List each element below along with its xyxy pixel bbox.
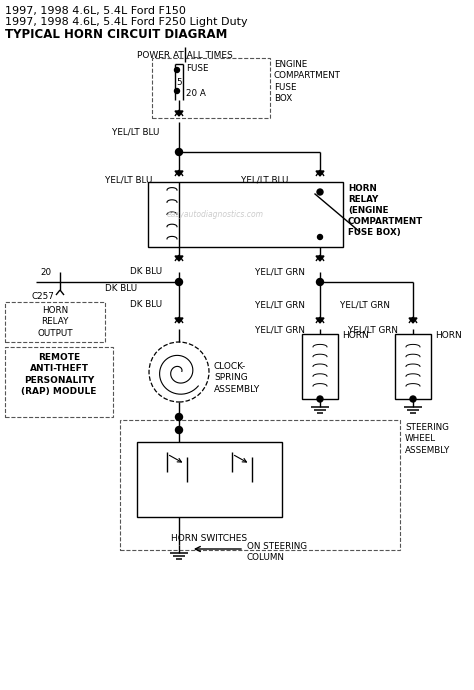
Text: DK BLU: DK BLU [130, 300, 162, 309]
Polygon shape [316, 256, 324, 261]
Circle shape [318, 235, 322, 239]
Bar [395, 334, 431, 399]
Text: FUSE: FUSE [186, 64, 209, 73]
Text: YEL/LT GRN: YEL/LT GRN [348, 325, 398, 334]
Polygon shape [175, 111, 183, 116]
Text: easyautodiagnostics.com: easyautodiagnostics.com [166, 210, 264, 219]
Text: 20: 20 [40, 268, 51, 277]
Circle shape [317, 279, 323, 286]
Text: STEERING
WHEEL
ASSEMBLY: STEERING WHEEL ASSEMBLY [405, 423, 450, 455]
Bar [5, 302, 105, 342]
Polygon shape [316, 318, 324, 323]
Polygon shape [175, 171, 183, 176]
Bar [152, 58, 270, 118]
Text: 1997, 1998 4.6L, 5.4L Ford F250 Light Duty: 1997, 1998 4.6L, 5.4L Ford F250 Light Du… [5, 17, 247, 27]
Bar [302, 334, 338, 399]
Text: HORN: HORN [342, 331, 369, 340]
Polygon shape [316, 171, 324, 176]
Text: YEL/LT GRN: YEL/LT GRN [255, 300, 305, 309]
Text: HORN: HORN [435, 331, 462, 340]
Text: 20 A: 20 A [186, 89, 206, 98]
Text: ON STEERING
COLUMN: ON STEERING COLUMN [247, 542, 307, 562]
Circle shape [174, 68, 180, 72]
Polygon shape [409, 318, 417, 323]
Text: DK BLU: DK BLU [105, 284, 137, 293]
Text: HORN
RELAY
OUTPUT: HORN RELAY OUTPUT [37, 306, 73, 338]
Circle shape [410, 396, 416, 402]
Text: YEL/LT GRN: YEL/LT GRN [340, 300, 390, 309]
Polygon shape [175, 256, 183, 261]
Text: CLOCK-
SPRING
ASSEMBLY: CLOCK- SPRING ASSEMBLY [214, 362, 260, 394]
Bar [120, 420, 400, 550]
Circle shape [317, 189, 323, 195]
Circle shape [175, 426, 182, 433]
Circle shape [175, 148, 182, 155]
Text: HORN SWITCHES: HORN SWITCHES [172, 534, 247, 543]
Polygon shape [175, 318, 183, 323]
Bar [137, 442, 282, 517]
Text: C257: C257 [32, 292, 55, 301]
Text: 1997, 1998 4.6L, 5.4L Ford F150: 1997, 1998 4.6L, 5.4L Ford F150 [5, 6, 186, 16]
Text: YEL/LT BLU: YEL/LT BLU [105, 175, 152, 184]
Circle shape [317, 396, 323, 402]
Text: POWER AT ALL TIMES: POWER AT ALL TIMES [137, 51, 233, 60]
Circle shape [174, 88, 180, 94]
Bar [5, 347, 113, 417]
Circle shape [175, 279, 182, 286]
Circle shape [175, 413, 182, 420]
Text: REMOTE
ANTI-THEFT
PERSONALITY
(RAP) MODULE: REMOTE ANTI-THEFT PERSONALITY (RAP) MODU… [21, 353, 97, 396]
Text: TYPICAL HORN CIRCUIT DIAGRAM: TYPICAL HORN CIRCUIT DIAGRAM [5, 28, 228, 41]
Text: YEL/LT GRN: YEL/LT GRN [255, 267, 305, 276]
Text: YEL/LT BLU: YEL/LT BLU [241, 175, 288, 184]
Text: 5: 5 [176, 78, 182, 87]
Text: YEL/LT GRN: YEL/LT GRN [255, 325, 305, 334]
Text: HORN
RELAY
(ENGINE
COMPARTMENT
FUSE BOX): HORN RELAY (ENGINE COMPARTMENT FUSE BOX) [348, 184, 423, 237]
Text: ENGINE
COMPARTMENT
FUSE
BOX: ENGINE COMPARTMENT FUSE BOX [274, 60, 341, 104]
Bar [148, 182, 343, 247]
Text: YEL/LT BLU: YEL/LT BLU [112, 127, 159, 136]
Text: DK BLU: DK BLU [130, 267, 162, 276]
